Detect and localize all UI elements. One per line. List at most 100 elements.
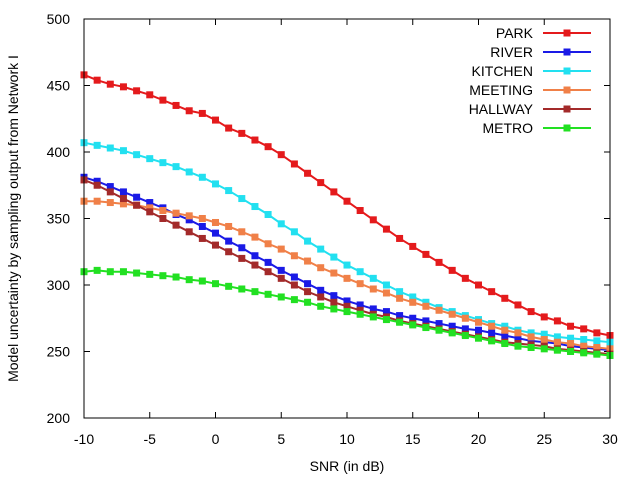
data-point-meeting — [553, 338, 561, 346]
data-point-park — [527, 308, 535, 316]
data-point-park — [304, 169, 312, 177]
data-point-hallway — [185, 228, 193, 236]
data-point-kitchen — [580, 336, 588, 344]
data-point-park — [382, 225, 390, 233]
data-point-metro — [317, 302, 325, 310]
data-point-kitchen — [304, 237, 312, 245]
data-point-meeting — [356, 280, 364, 288]
data-point-metro — [461, 332, 469, 340]
data-point-park — [461, 274, 469, 282]
series-metro — [80, 266, 614, 359]
data-point-river — [225, 237, 233, 245]
data-point-meeting — [540, 336, 548, 344]
x-tick-label: -10 — [74, 431, 94, 447]
data-point-river — [119, 188, 127, 196]
data-point-park — [106, 80, 114, 88]
data-point-kitchen — [119, 147, 127, 155]
data-point-park — [172, 101, 180, 109]
plot-frame — [83, 18, 611, 419]
data-point-meeting — [225, 222, 233, 230]
data-point-park — [475, 281, 482, 289]
data-point-meeting — [409, 298, 417, 306]
data-point-park — [198, 109, 206, 117]
data-point-meeting — [580, 342, 588, 350]
data-point-hallway — [277, 274, 285, 282]
data-point-meeting — [198, 215, 206, 222]
data-point-meeting — [527, 333, 535, 341]
legend-marker-metro — [563, 124, 571, 132]
data-point-kitchen — [422, 298, 430, 306]
data-point-metro — [422, 324, 430, 332]
data-point-river — [185, 216, 193, 224]
x-axis-title: SNR (in dB) — [310, 458, 385, 474]
data-point-meeting — [106, 199, 114, 207]
data-point-river — [461, 325, 469, 333]
data-point-river — [343, 297, 351, 305]
data-point-park — [553, 317, 561, 325]
data-point-metro — [277, 293, 285, 301]
data-point-kitchen — [133, 151, 141, 159]
data-point-park — [514, 301, 522, 309]
data-point-kitchen — [106, 144, 114, 152]
data-point-metro — [198, 277, 206, 285]
data-point-park — [422, 250, 430, 258]
data-point-meeting — [501, 326, 509, 334]
data-point-meeting — [593, 344, 601, 352]
data-point-kitchen — [540, 330, 548, 338]
data-point-river — [488, 329, 496, 337]
data-point-hallway — [159, 215, 167, 222]
data-point-meeting — [448, 310, 456, 318]
data-point-park — [225, 124, 233, 132]
data-point-river — [356, 301, 364, 309]
x-tick-label: 5 — [277, 431, 285, 447]
data-point-metro — [133, 269, 141, 277]
y-tick-label: 200 — [47, 410, 71, 426]
data-point-park — [369, 216, 377, 224]
data-point-metro — [396, 318, 404, 326]
data-point-hallway — [172, 221, 180, 229]
data-point-hallway — [343, 302, 351, 310]
y-tick-label: 400 — [47, 144, 71, 160]
data-point-metro — [369, 313, 377, 321]
y-tick-label: 500 — [47, 11, 71, 27]
data-point-metro — [212, 280, 219, 288]
data-point-meeting — [304, 257, 312, 265]
data-point-meeting — [422, 302, 430, 310]
data-point-park — [540, 313, 548, 321]
data-point-kitchen — [264, 211, 272, 219]
data-point-hallway — [133, 201, 141, 209]
data-point-river — [475, 326, 482, 334]
x-tick-label: 25 — [536, 431, 552, 447]
data-point-kitchen — [567, 334, 575, 342]
x-tick-label: 20 — [471, 431, 487, 447]
data-point-meeting — [264, 240, 272, 248]
data-point-kitchen — [93, 141, 101, 149]
data-point-park — [330, 188, 338, 196]
data-point-park — [277, 151, 285, 159]
data-point-kitchen — [527, 329, 535, 337]
data-point-park — [580, 325, 588, 333]
data-point-meeting — [119, 200, 127, 208]
legend-marker-hallway — [563, 105, 571, 113]
data-point-metro — [501, 340, 509, 348]
data-point-metro — [264, 290, 272, 298]
data-point-hallway — [119, 195, 127, 203]
data-point-kitchen — [593, 337, 601, 345]
data-point-meeting — [172, 209, 180, 217]
data-point-meeting — [212, 218, 219, 226]
x-tick-label: 0 — [212, 431, 220, 447]
data-point-metro — [119, 268, 127, 276]
data-point-river — [251, 252, 259, 260]
data-point-meeting — [461, 314, 469, 322]
data-point-meeting — [514, 329, 522, 337]
data-point-hallway — [304, 288, 312, 296]
data-point-park — [159, 96, 167, 104]
data-point-metro — [106, 268, 114, 276]
data-point-river — [422, 317, 430, 325]
data-point-metro — [527, 344, 535, 352]
data-point-river — [277, 266, 285, 274]
data-point-kitchen — [212, 180, 219, 188]
data-point-metro — [448, 329, 456, 337]
data-point-metro — [435, 326, 443, 334]
